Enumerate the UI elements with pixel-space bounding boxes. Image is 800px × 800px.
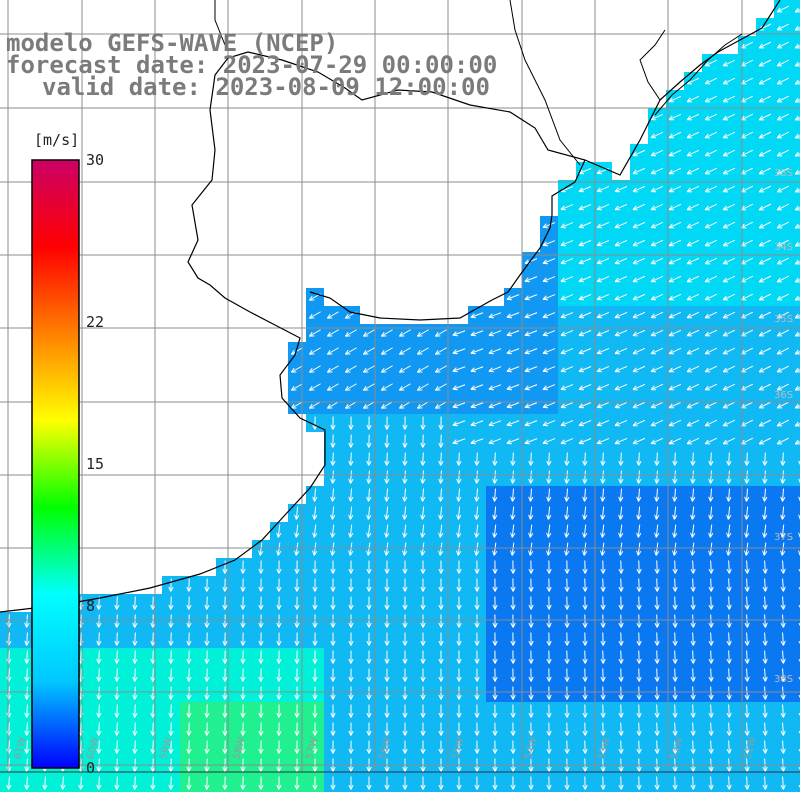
wind-vector-arrows [6, 5, 800, 790]
model-title: modelo GEFS-WAVE (NCEP) [6, 29, 339, 57]
lagoon-outline [639, 29, 743, 116]
lat-label-36S: 36S [774, 390, 793, 401]
colorbar-tick-8: 8 [86, 596, 96, 615]
colorbar-tick-0: 0 [86, 759, 96, 777]
lat-lon-grid [0, 0, 800, 773]
lat-label-37S: 37S [774, 532, 793, 543]
forecast-date: forecast date: 2023-07-29 00:00:00 [6, 51, 498, 79]
lat-label-35S: 35S [774, 314, 793, 325]
latitude-labels: 33S 34S 35S 36S 37S 38S [774, 168, 793, 685]
border-line [214, 0, 581, 166]
valid-date: valid date: 2023-08-09 12:00:00 [42, 73, 490, 101]
colorbar-tick-22: 22 [86, 313, 105, 332]
coastline [0, 51, 586, 613]
colorbar [31, 159, 80, 769]
lat-label-33S: 33S [774, 168, 793, 179]
colorbar-tick-15: 15 [86, 455, 105, 473]
lat-label-38S: 38S [774, 674, 793, 685]
colorbar-unit: [m/s] [34, 131, 80, 149]
colorbar-tick-30: 30 [86, 151, 105, 169]
coastline-upper [584, 0, 781, 176]
lat-label-34S: 34S [774, 242, 793, 253]
